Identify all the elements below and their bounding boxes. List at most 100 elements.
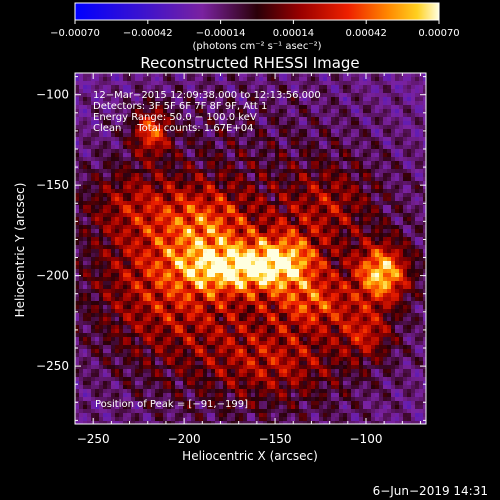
heatmap-cell [227, 249, 231, 253]
heatmap-cell [127, 269, 131, 273]
heatmap-cell [79, 285, 83, 289]
heatmap-cell [339, 193, 343, 197]
heatmap-cell [267, 197, 271, 201]
heatmap-cell [87, 293, 91, 297]
heatmap-cell [151, 281, 155, 285]
heatmap-cell [423, 113, 426, 117]
heatmap-cell [107, 193, 111, 197]
heatmap-cell [79, 201, 83, 205]
heatmap-cell [123, 273, 127, 277]
heatmap-cell [359, 201, 363, 205]
heatmap-cell [219, 177, 223, 181]
heatmap-cell [275, 249, 279, 253]
heatmap-cell [315, 133, 319, 137]
heatmap-cell [119, 113, 123, 117]
heatmap-cell [107, 161, 111, 165]
heatmap-cell [407, 73, 411, 77]
heatmap-cell [343, 141, 347, 145]
heatmap-cell [159, 185, 163, 189]
heatmap-cell [135, 133, 139, 137]
heatmap-cell [119, 137, 123, 141]
heatmap-cell [195, 185, 199, 189]
heatmap-cell [259, 173, 263, 177]
heatmap-cell [223, 237, 227, 241]
heatmap-cell [259, 101, 263, 105]
heatmap-cell [291, 253, 295, 257]
heatmap-cell [395, 237, 399, 241]
heatmap-cell [419, 129, 423, 133]
heatmap-cell [183, 173, 187, 177]
heatmap-cell [227, 173, 231, 177]
heatmap-cell [95, 249, 99, 253]
heatmap-cell [107, 273, 111, 277]
heatmap-cell [391, 165, 395, 169]
heatmap-cell [195, 77, 199, 81]
heatmap-cell [147, 153, 151, 157]
heatmap-cell [111, 265, 115, 269]
heatmap-cell [303, 181, 307, 185]
heatmap-cell [271, 217, 275, 221]
heatmap-cell [199, 181, 203, 185]
heatmap-cell [291, 237, 295, 241]
heatmap-cell [171, 173, 175, 177]
heatmap-cell [347, 241, 351, 245]
heatmap-cell [231, 149, 235, 153]
heatmap-cell [119, 281, 123, 285]
heatmap-cell [255, 257, 259, 261]
heatmap-cell [211, 281, 215, 285]
heatmap-cell [115, 133, 119, 137]
heatmap-cell [423, 221, 426, 225]
heatmap-cell [203, 277, 207, 281]
heatmap-cell [151, 89, 155, 93]
heatmap-cell [135, 101, 139, 105]
heatmap-cell [295, 89, 299, 93]
heatmap-cell [143, 173, 147, 177]
heatmap-cell [83, 73, 87, 77]
heatmap-cell [387, 153, 391, 157]
heatmap-cell [179, 177, 183, 181]
heatmap-cell [307, 253, 311, 257]
heatmap-cell [231, 201, 235, 205]
heatmap-cell [411, 101, 415, 105]
heatmap-cell [247, 201, 251, 205]
heatmap-cell [375, 269, 379, 273]
heatmap-cell [99, 253, 103, 257]
heatmap-cell [259, 153, 263, 157]
heatmap-cell [103, 157, 107, 161]
heatmap-cell [151, 189, 155, 193]
heatmap-cell [351, 265, 355, 269]
heatmap-cell [107, 197, 111, 201]
heatmap-cell [295, 261, 299, 265]
heatmap-cell [79, 253, 83, 257]
heatmap-cell [327, 97, 331, 101]
heatmap-cell [347, 137, 351, 141]
heatmap-cell [235, 141, 239, 145]
heatmap-cell [263, 193, 267, 197]
heatmap-cell [111, 109, 115, 113]
heatmap-cell [135, 177, 139, 181]
heatmap-cell [207, 133, 211, 137]
heatmap-cell [199, 281, 203, 285]
heatmap-cell [231, 261, 235, 265]
heatmap-cell [183, 253, 187, 257]
heatmap-cell [267, 117, 271, 121]
heatmap-cell [403, 213, 407, 217]
heatmap-cell [83, 237, 87, 241]
heatmap-cell [203, 165, 207, 169]
heatmap-cell [399, 125, 403, 129]
heatmap-cell [315, 293, 319, 297]
heatmap-cell [195, 129, 199, 133]
heatmap-cell [335, 205, 339, 209]
heatmap-cell [87, 185, 91, 189]
heatmap-cell [131, 125, 135, 129]
heatmap-cell [279, 273, 283, 277]
heatmap-cell [243, 73, 247, 77]
heatmap-cell [155, 201, 159, 205]
heatmap-cell [79, 249, 83, 253]
heatmap-cell [367, 185, 371, 189]
heatmap-cell [411, 125, 415, 129]
heatmap-cell [175, 277, 179, 281]
heatmap-cell [347, 277, 351, 281]
heatmap-cell [351, 109, 355, 113]
heatmap-cell [315, 101, 319, 105]
